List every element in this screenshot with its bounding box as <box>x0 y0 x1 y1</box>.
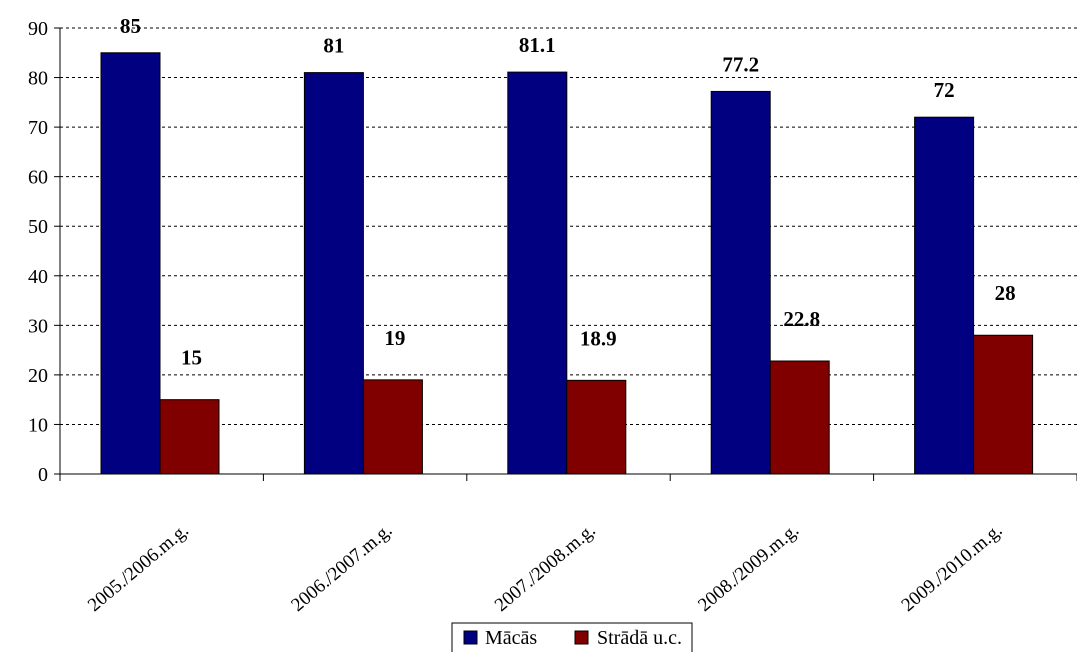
legend: Mācās Strādā u.c. <box>451 622 693 652</box>
bar-macas <box>710 90 771 475</box>
data-label: 22.8 <box>783 307 820 331</box>
y-tick-label: 80 <box>28 68 48 90</box>
data-label: 81 <box>323 34 344 58</box>
y-tick-label: 0 <box>38 464 48 486</box>
legend-box <box>451 622 693 652</box>
y-tick-label: 10 <box>28 414 48 436</box>
x-tick-label: 2009./2010.m.g. <box>898 520 1007 616</box>
x-tick-label: 2008./2009.m.g. <box>694 520 803 616</box>
legend-swatch-macas <box>463 630 478 645</box>
gridlines <box>60 27 1077 425</box>
y-tick-label: 30 <box>28 315 48 337</box>
axes <box>54 27 1077 481</box>
legend-label-strada: Strādā u.c. <box>597 627 682 649</box>
y-tick-label: 90 <box>28 18 48 40</box>
x-tick-label: 2006./2007.m.g. <box>287 520 396 616</box>
x-tick-label: 2005./2006.m.g. <box>84 520 193 616</box>
bar-macas <box>100 52 161 475</box>
y-tick-labels: 0 10 20 30 40 50 60 70 80 90 <box>28 18 48 486</box>
bar-strada <box>769 360 830 475</box>
data-label: 28 <box>995 281 1016 305</box>
bar-strada <box>973 334 1034 475</box>
y-tick-label: 60 <box>28 167 48 189</box>
bar-strada <box>159 399 220 475</box>
data-label: 15 <box>181 346 202 370</box>
y-tick-label: 50 <box>28 216 48 238</box>
data-label: 72 <box>934 78 955 102</box>
data-labels: 85 15 81 19 81.1 18.9 77.2 22.8 72 28 <box>120 14 1016 370</box>
bar-macas <box>303 72 364 475</box>
y-tick-label: 70 <box>28 117 48 139</box>
bar-macas <box>507 71 568 475</box>
y-tick-label: 20 <box>28 365 48 387</box>
bar-macas <box>914 116 975 475</box>
legend-label-macas: Mācās <box>485 627 537 649</box>
bar-strada <box>362 379 423 475</box>
data-label: 85 <box>120 14 141 38</box>
x-tick-labels: 2005./2006.m.g. 2006./2007.m.g. 2007./2008… <box>84 520 1007 616</box>
data-label: 19 <box>384 326 405 350</box>
bars <box>100 52 1034 475</box>
y-tick-label: 40 <box>28 266 48 288</box>
x-tick-label: 2007./2008.m.g. <box>491 520 600 616</box>
bar-strada <box>566 379 627 475</box>
data-label: 81.1 <box>519 33 556 57</box>
legend-swatch-strada <box>574 630 589 645</box>
data-label: 77.2 <box>722 52 759 76</box>
data-label: 18.9 <box>580 326 617 350</box>
